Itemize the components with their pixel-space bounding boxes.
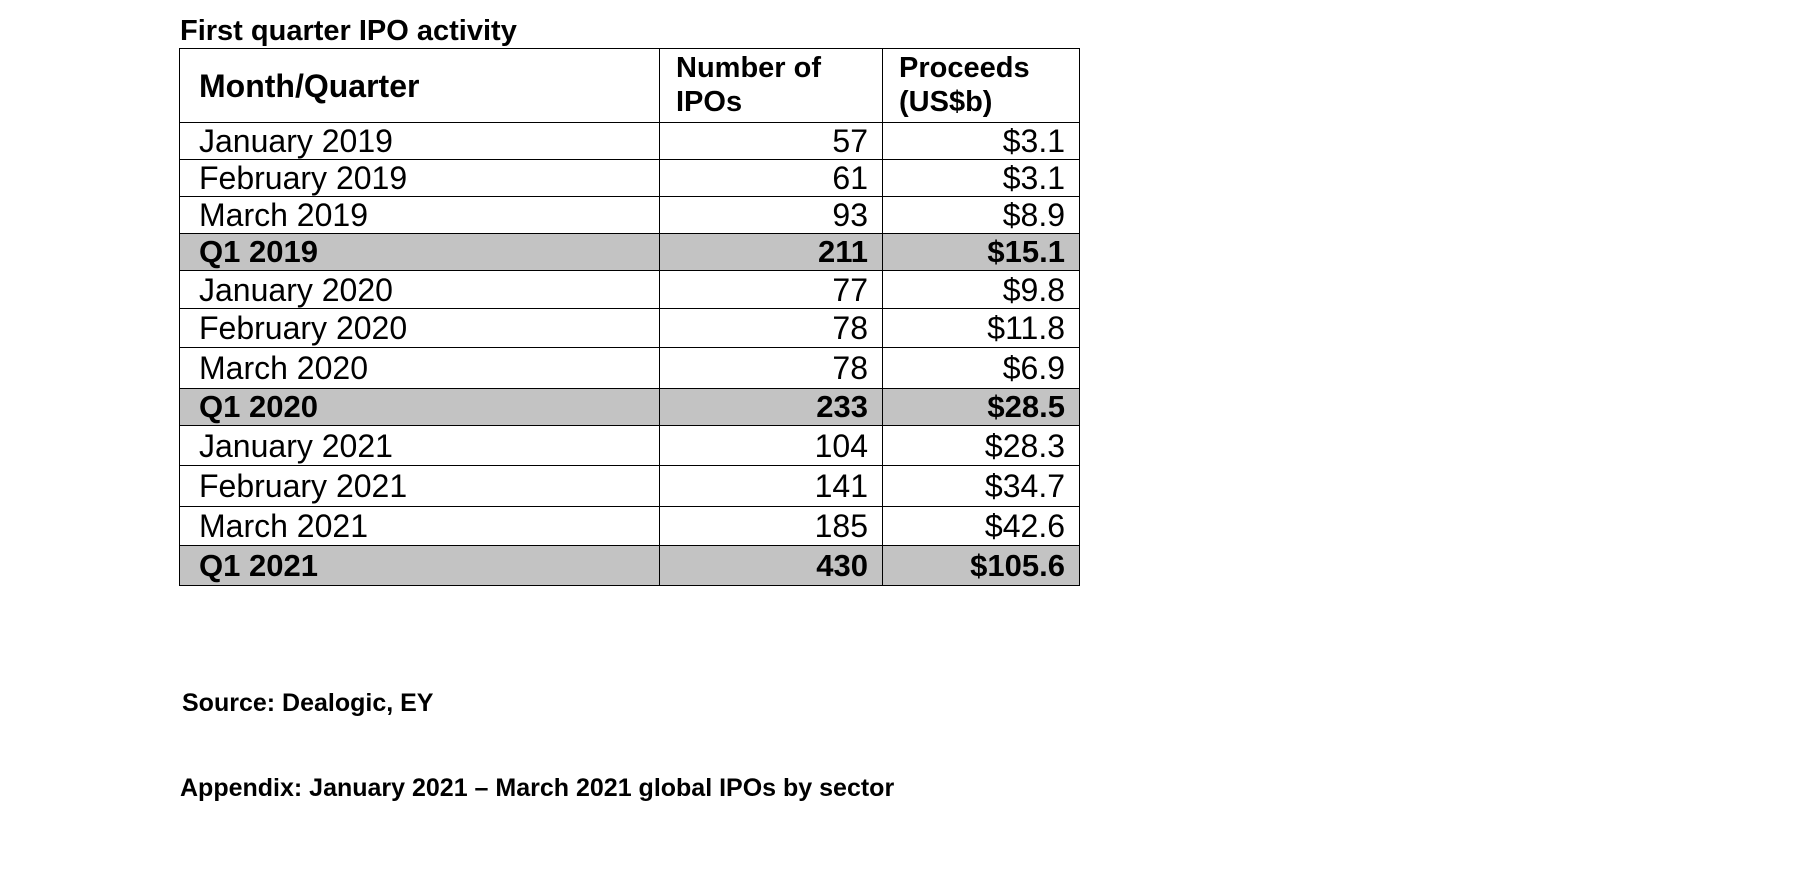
header-number-of-ipos: Number of IPOs [659,48,883,123]
source-note: Source: Dealogic, EY [182,689,434,717]
cell-number-of-ipos: 211 [659,233,883,271]
cell-proceeds: $34.7 [882,465,1080,507]
cell-number-of-ipos: 78 [659,347,883,389]
cell-proceeds: $8.9 [882,196,1080,234]
table-row-total: Q1 2019 211 $15.1 [179,233,1080,271]
appendix-heading: Appendix: January 2021 – March 2021 glob… [180,774,895,802]
cell-number-of-ipos: 141 [659,465,883,507]
cell-proceeds: $28.3 [882,425,1080,466]
table-header-row: Month/Quarter Number of IPOs Proceeds (U… [179,48,1080,123]
cell-month-quarter: Q1 2020 [179,388,660,426]
cell-month-quarter: March 2019 [179,196,660,234]
table-row: March 2019 93 $8.9 [179,196,1080,234]
table-row-total: Q1 2021 430 $105.6 [179,545,1080,586]
cell-proceeds: $15.1 [882,233,1080,271]
cell-number-of-ipos: 430 [659,545,883,586]
cell-month-quarter: February 2020 [179,308,660,348]
cell-proceeds: $3.1 [882,159,1080,197]
cell-proceeds: $28.5 [882,388,1080,426]
cell-proceeds: $11.8 [882,308,1080,348]
table-row: January 2021 104 $28.3 [179,425,1080,466]
ipo-activity-table: Month/Quarter Number of IPOs Proceeds (U… [179,48,1080,586]
table-body: January 2019 57 $3.1 February 2019 61 $3.1 Mar… [179,122,1080,586]
header-ipos-line2: IPOs [676,86,743,118]
cell-month-quarter: March 2021 [179,506,660,546]
header-ipos-line1: Number of [676,52,821,84]
cell-proceeds: $9.8 [882,270,1080,309]
cell-month-quarter: January 2021 [179,425,660,466]
cell-number-of-ipos: 185 [659,506,883,546]
cell-proceeds: $6.9 [882,347,1080,389]
header-month-quarter: Month/Quarter [179,48,660,123]
cell-number-of-ipos: 57 [659,122,883,160]
cell-number-of-ipos: 61 [659,159,883,197]
header-proceeds-line1: Proceeds [899,52,1030,84]
page-title: First quarter IPO activity [180,15,517,47]
cell-month-quarter: Q1 2021 [179,545,660,586]
cell-number-of-ipos: 233 [659,388,883,426]
table-row: March 2020 78 $6.9 [179,347,1080,389]
cell-month-quarter: February 2019 [179,159,660,197]
cell-month-quarter: January 2020 [179,270,660,309]
table-row: March 2021 185 $42.6 [179,506,1080,546]
cell-month-quarter: January 2019 [179,122,660,160]
table-row: January 2020 77 $9.8 [179,270,1080,309]
cell-number-of-ipos: 78 [659,308,883,348]
cell-month-quarter: Q1 2019 [179,233,660,271]
cell-proceeds: $3.1 [882,122,1080,160]
header-proceeds-line2: (US$b) [899,86,993,118]
table-row: February 2019 61 $3.1 [179,159,1080,197]
cell-proceeds: $105.6 [882,545,1080,586]
table-row: February 2020 78 $11.8 [179,308,1080,348]
cell-month-quarter: February 2021 [179,465,660,507]
header-proceeds: Proceeds (US$b) [882,48,1080,123]
table-row-total: Q1 2020 233 $28.5 [179,388,1080,426]
cell-number-of-ipos: 104 [659,425,883,466]
header-month-quarter-label: Month/Quarter [199,67,420,104]
table-row: January 2019 57 $3.1 [179,122,1080,160]
cell-month-quarter: March 2020 [179,347,660,389]
cell-proceeds: $42.6 [882,506,1080,546]
cell-number-of-ipos: 93 [659,196,883,234]
cell-number-of-ipos: 77 [659,270,883,309]
table-row: February 2021 141 $34.7 [179,465,1080,507]
